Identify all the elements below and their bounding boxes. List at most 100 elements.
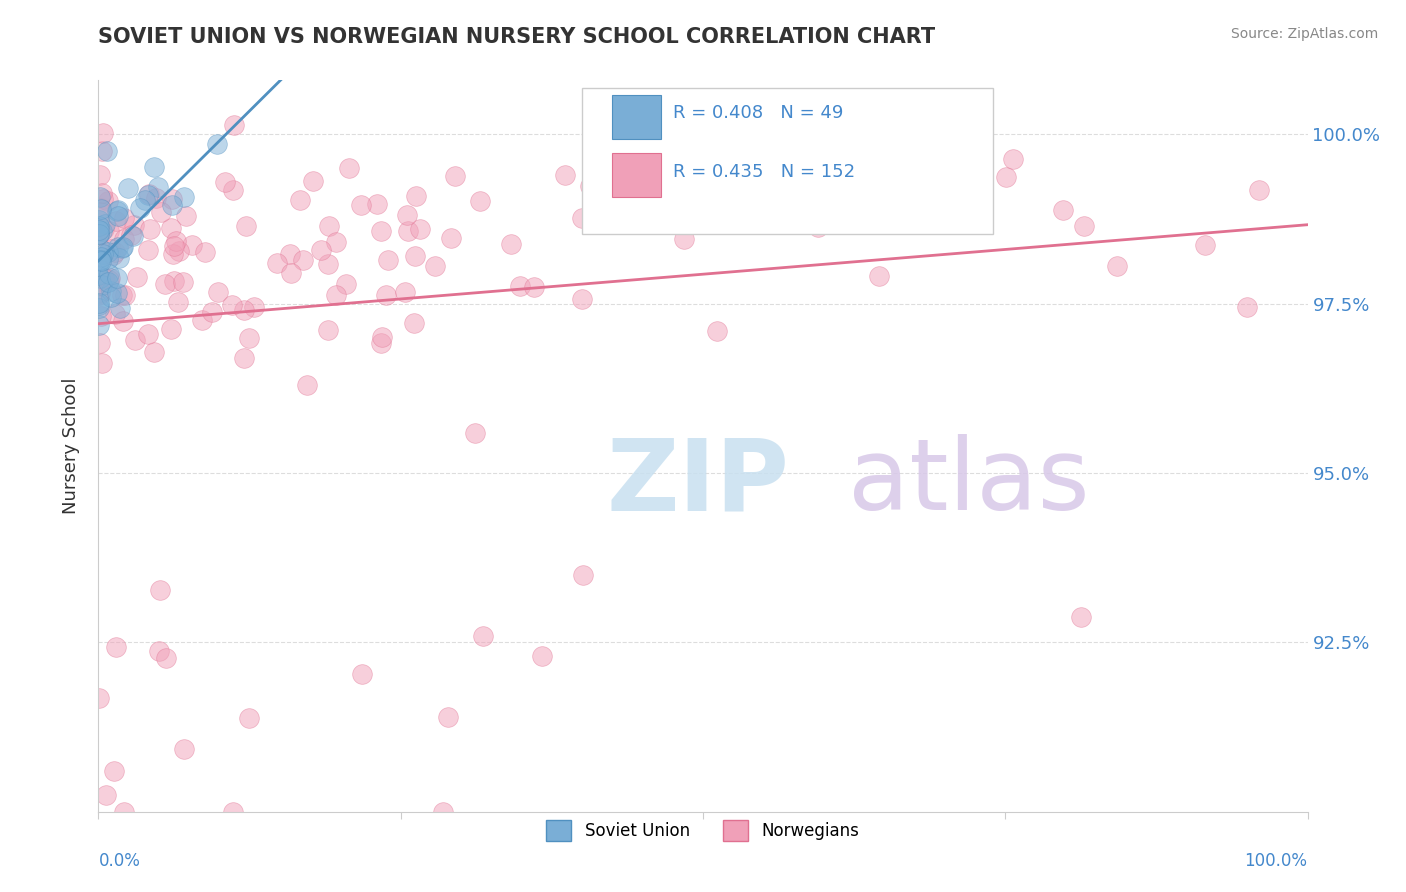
Point (704, 187, 727, 202)
Point (98, 272, 121, 286)
Point (149, 582, 172, 597)
Point (1052, 202, 1074, 217)
Point (370, 329, 392, 343)
Point (309, 243, 332, 257)
Point (890, 188, 912, 202)
Point (104, 244, 127, 259)
Text: ZIP: ZIP (606, 434, 789, 531)
Point (105, 213, 128, 227)
Point (100, 284, 122, 298)
Point (201, 305, 224, 319)
Point (868, 268, 890, 283)
Point (194, 244, 217, 259)
Point (111, 241, 134, 255)
Point (444, 169, 467, 183)
Point (89, 286, 111, 301)
Point (901, 199, 924, 213)
Point (181, 238, 204, 252)
Point (173, 189, 195, 203)
Point (98, 224, 121, 238)
Point (405, 189, 427, 203)
Point (89, 190, 111, 204)
Point (437, 710, 460, 724)
Text: R = 0.435   N = 152: R = 0.435 N = 152 (672, 162, 855, 181)
Point (112, 314, 135, 328)
Point (472, 629, 495, 643)
Point (440, 231, 463, 245)
Point (499, 236, 522, 251)
Point (335, 277, 357, 292)
Point (87, 318, 110, 332)
Point (173, 742, 195, 756)
Point (572, 567, 595, 582)
Point (571, 211, 593, 226)
Point (89, 201, 111, 215)
Point (87, 295, 110, 310)
Point (104, 640, 127, 654)
Point (91, 192, 114, 206)
Point (97, 194, 120, 208)
Point (89, 301, 111, 316)
Point (148, 644, 170, 658)
Point (91, 277, 114, 292)
Point (162, 247, 184, 261)
Point (994, 169, 1017, 184)
Point (150, 204, 173, 219)
Point (404, 249, 426, 263)
Point (101, 248, 124, 262)
Point (350, 198, 373, 212)
Point (90, 253, 112, 268)
Point (233, 302, 256, 317)
Point (90, 355, 112, 369)
Point (352, 667, 374, 681)
Point (134, 194, 156, 208)
Point (103, 764, 125, 779)
Point (93, 270, 115, 285)
Text: SOVIET UNION VS NORWEGIAN NURSERY SCHOOL CORRELATION CHART: SOVIET UNION VS NORWEGIAN NURSERY SCHOOL… (98, 27, 935, 46)
Point (662, 183, 685, 197)
Point (155, 650, 177, 665)
Point (96, 276, 118, 290)
Point (145, 191, 167, 205)
Point (87, 222, 110, 236)
Point (159, 321, 181, 335)
Point (221, 805, 243, 819)
Point (142, 160, 165, 174)
Point (409, 222, 432, 236)
Point (87, 227, 110, 242)
Point (370, 224, 392, 238)
Point (169, 244, 191, 259)
Point (375, 288, 398, 302)
Point (238, 711, 260, 725)
Point (222, 183, 245, 197)
Point (214, 175, 236, 189)
Point (89, 335, 111, 350)
Point (120, 228, 142, 243)
Point (94, 217, 117, 231)
Point (138, 187, 160, 202)
Point (111, 288, 134, 302)
Point (89, 227, 111, 241)
Point (470, 194, 492, 209)
Point (108, 301, 131, 316)
Point (87, 239, 110, 253)
Point (737, 139, 759, 153)
Point (1107, 260, 1129, 274)
Point (325, 287, 347, 301)
Point (638, 196, 661, 211)
Point (316, 323, 339, 337)
Point (91, 247, 114, 261)
Point (89, 168, 111, 182)
Point (571, 293, 593, 307)
Point (191, 313, 214, 327)
Point (138, 327, 160, 342)
Point (87, 690, 110, 705)
Text: R = 0.408   N = 49: R = 0.408 N = 49 (672, 104, 844, 122)
Point (90, 202, 112, 216)
Point (165, 234, 187, 248)
Point (153, 277, 176, 291)
Point (136, 188, 159, 202)
FancyBboxPatch shape (582, 87, 993, 234)
Point (238, 331, 260, 345)
Point (554, 168, 576, 182)
